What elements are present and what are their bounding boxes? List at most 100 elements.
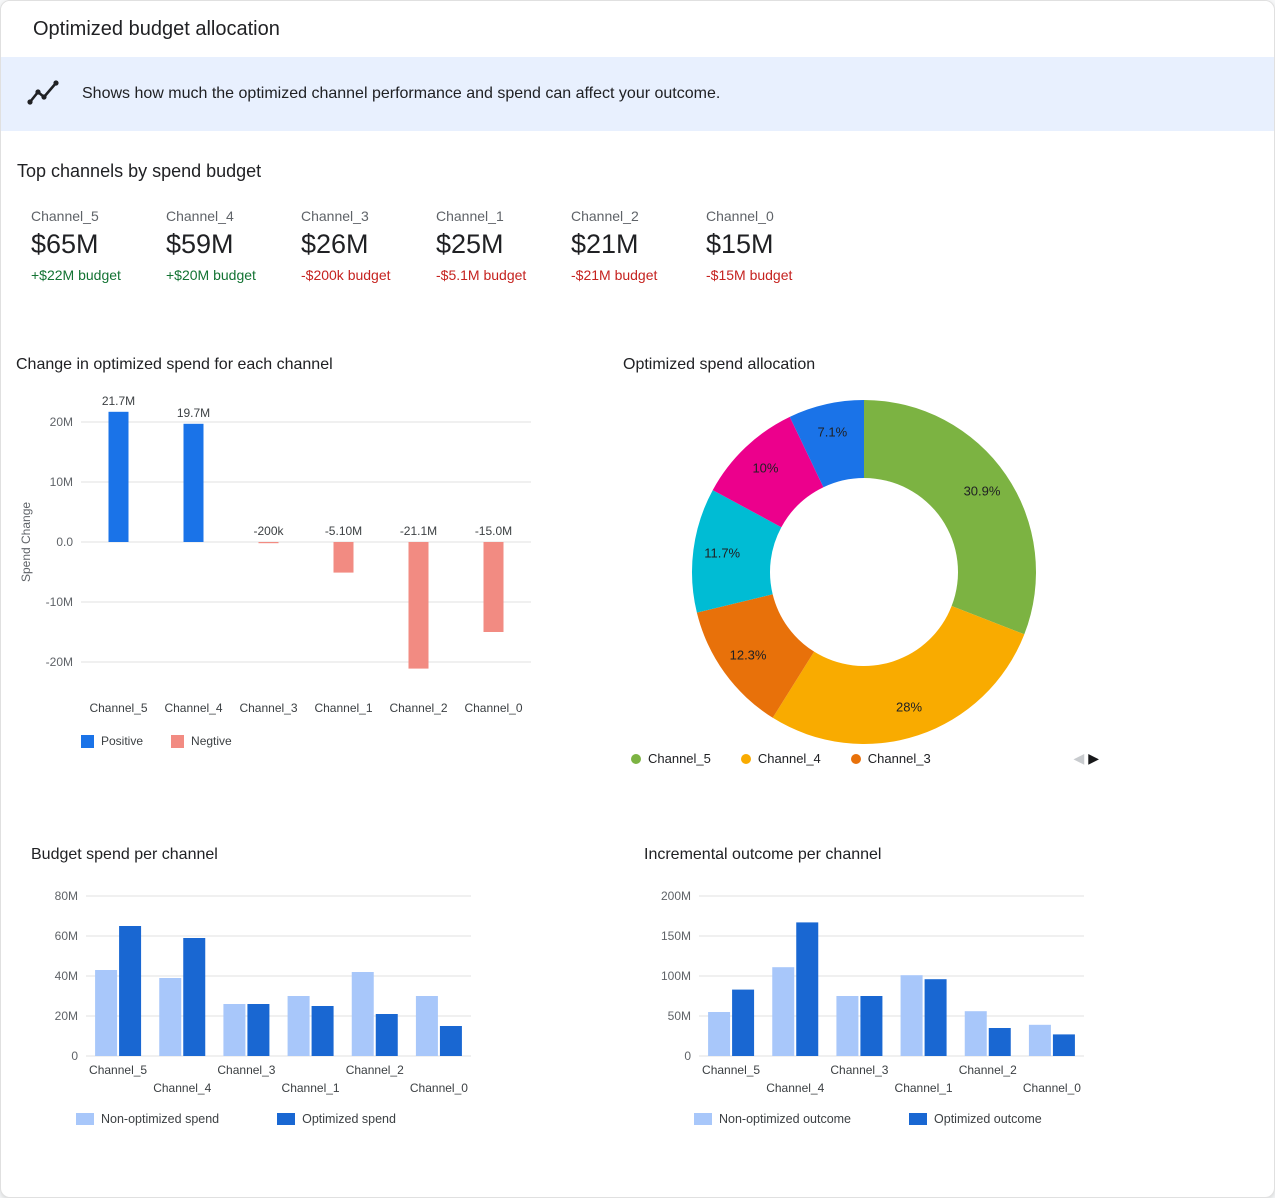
chart-text: 0 bbox=[684, 1049, 691, 1063]
bar-Channel_5-optimized bbox=[119, 926, 141, 1056]
chart-text: 0.0 bbox=[56, 535, 73, 549]
bar-Channel_2-non-optimized bbox=[965, 1011, 987, 1056]
legend-label: Channel_5 bbox=[648, 751, 711, 766]
chart-text: 200M bbox=[661, 889, 691, 903]
chart-text: 0 bbox=[71, 1049, 78, 1063]
channel-spend-value: $26M bbox=[301, 229, 436, 260]
chart-text: 40M bbox=[55, 969, 78, 983]
info-banner: Shows how much the optimized channel per… bbox=[1, 57, 1274, 131]
bar-Channel_0-optimized bbox=[440, 1026, 462, 1056]
channel-spend-value: $65M bbox=[31, 229, 166, 260]
legend-item-channel-3: Channel_3 bbox=[851, 751, 931, 766]
budget-spend-chart-block: Budget spend per channel 020M40M60M80MCh… bbox=[31, 841, 501, 1126]
chart-text: Channel_5 bbox=[89, 1063, 147, 1077]
channel-spend-value: $59M bbox=[166, 229, 301, 260]
bar-Channel_4-optimized bbox=[796, 922, 818, 1056]
bar-Channel_3-non-optimized bbox=[223, 1004, 245, 1056]
chart-text: 50M bbox=[668, 1009, 691, 1023]
chart-text: 11.7% bbox=[704, 546, 740, 561]
legend-label: Negtive bbox=[191, 734, 232, 748]
incremental-outcome-bar-chart: 050M100M150M200MChannel_5Channel_4Channe… bbox=[644, 882, 1094, 1102]
bar-Channel_3-non-optimized bbox=[836, 996, 858, 1056]
chart-text: Channel_5 bbox=[702, 1063, 760, 1077]
bar-Channel_4 bbox=[184, 424, 204, 542]
insights-icon bbox=[26, 76, 60, 113]
chart-text: Channel_0 bbox=[410, 1081, 468, 1095]
negative-swatch bbox=[171, 735, 184, 748]
bar-Channel_5 bbox=[109, 412, 129, 542]
spend-allocation-donut-chart: 30.9% 28% 12.3% 11.7% 10% 7.1% bbox=[623, 382, 1079, 748]
legend-next-button[interactable]: ▶ bbox=[1088, 750, 1099, 767]
budget-spend-chart-title: Budget spend per channel bbox=[31, 846, 501, 864]
channel-budget-delta: -$21M budget bbox=[571, 267, 706, 283]
legend-label: Channel_3 bbox=[868, 751, 931, 766]
channel-card: Channel_1 $25M -$5.1M budget bbox=[436, 208, 571, 283]
bar-Channel_1-optimized bbox=[312, 1006, 334, 1056]
legend-label: Optimized spend bbox=[302, 1112, 396, 1126]
legend-label: Positive bbox=[101, 734, 143, 748]
chart-text: 20M bbox=[50, 415, 73, 429]
chart-text: 30.9% bbox=[964, 483, 1001, 498]
legend-item-channel-5: Channel_5 bbox=[631, 751, 711, 766]
legend-item-optimized-outcome: Optimized outcome bbox=[909, 1112, 1042, 1126]
bar-Channel_4-optimized bbox=[183, 938, 205, 1056]
spend-change-chart-title: Change in optimized spend for each chann… bbox=[16, 356, 561, 374]
chart-text: Channel_0 bbox=[1023, 1081, 1081, 1095]
channel-name: Channel_0 bbox=[706, 208, 841, 224]
channel-budget-delta: -$15M budget bbox=[706, 267, 841, 283]
chart-text: Channel_2 bbox=[389, 701, 447, 715]
channel-budget-delta: +$20M budget bbox=[166, 267, 301, 283]
bar-Channel_0 bbox=[484, 542, 504, 632]
channel-cards: Channel_5 $65M +$22M budget Channel_4 $5… bbox=[31, 208, 841, 283]
chart-text: Channel_5 bbox=[89, 701, 147, 715]
chart-text: -200k bbox=[253, 524, 284, 538]
chart-text: 12.3% bbox=[730, 648, 767, 663]
spend-change-legend: Positive Negtive bbox=[16, 734, 561, 748]
top-channels-title: Top channels by spend budget bbox=[17, 161, 261, 182]
legend-item-negative: Negtive bbox=[171, 734, 232, 748]
optimized-outcome-swatch bbox=[909, 1113, 927, 1125]
bar-Channel_2 bbox=[409, 542, 429, 669]
bar-Channel_5-non-optimized bbox=[95, 970, 117, 1056]
donut-legend-pager: ◀ ▶ bbox=[1073, 750, 1099, 767]
channel-name: Channel_1 bbox=[436, 208, 571, 224]
channel-card: Channel_0 $15M -$15M budget bbox=[706, 208, 841, 283]
channel-name: Channel_2 bbox=[571, 208, 706, 224]
legend-prev-button[interactable]: ◀ bbox=[1073, 750, 1084, 767]
chart-text: Channel_1 bbox=[895, 1081, 953, 1095]
non-optimized-spend-swatch bbox=[76, 1113, 94, 1125]
chart-text: 10% bbox=[752, 460, 778, 475]
legend-item-optimized-spend: Optimized spend bbox=[277, 1112, 396, 1126]
bar-Channel_5-optimized bbox=[732, 990, 754, 1056]
chart-text: Channel_3 bbox=[239, 701, 297, 715]
bar-Channel_3-optimized bbox=[860, 996, 882, 1056]
channel-spend-value: $21M bbox=[571, 229, 706, 260]
legend-label: Non-optimized outcome bbox=[719, 1112, 851, 1126]
positive-swatch bbox=[81, 735, 94, 748]
chart-text: Channel_3 bbox=[217, 1063, 275, 1077]
spend-change-bar-chart: 20M10M0.0-10M-20MSpend Change21.7MChanne… bbox=[16, 382, 556, 722]
bar-Channel_4-non-optimized bbox=[772, 967, 794, 1056]
bar-Channel_3 bbox=[259, 542, 279, 543]
bar-Channel_0-non-optimized bbox=[1029, 1025, 1051, 1056]
chart-text: Channel_4 bbox=[153, 1081, 211, 1095]
chart-text: Spend Change bbox=[19, 502, 33, 582]
bar-Channel_0-non-optimized bbox=[416, 996, 438, 1056]
budget-spend-bar-chart: 020M40M60M80MChannel_5Channel_4Channel_3… bbox=[31, 882, 481, 1102]
bar-Channel_0-optimized bbox=[1053, 1034, 1075, 1056]
bar-Channel_4-non-optimized bbox=[159, 978, 181, 1056]
spend-change-chart-block: Change in optimized spend for each chann… bbox=[16, 356, 561, 748]
optimized-budget-allocation-report: Optimized budget allocation Shows how mu… bbox=[0, 0, 1275, 1198]
channel-budget-delta: -$5.1M budget bbox=[436, 267, 571, 283]
chart-text: 28% bbox=[896, 700, 922, 715]
legend-item-channel-4: Channel_4 bbox=[741, 751, 821, 766]
chart-text: 10M bbox=[50, 475, 73, 489]
chart-text: 20M bbox=[55, 1009, 78, 1023]
channel-name: Channel_4 bbox=[166, 208, 301, 224]
chart-text: 7.1% bbox=[818, 425, 848, 440]
channel-card: Channel_3 $26M -$200k budget bbox=[301, 208, 436, 283]
chart-text: Channel_3 bbox=[830, 1063, 888, 1077]
chart-text: Channel_1 bbox=[314, 701, 372, 715]
budget-spend-legend: Non-optimized spend Optimized spend bbox=[31, 1112, 501, 1126]
spend-allocation-chart-title: Optimized spend allocation bbox=[623, 356, 1101, 374]
